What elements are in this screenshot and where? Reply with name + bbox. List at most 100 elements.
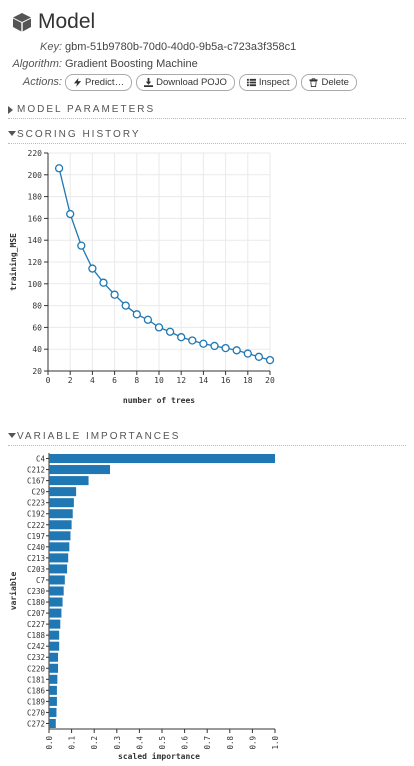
data-point — [222, 345, 229, 352]
inspect-label: Inspect — [259, 77, 290, 88]
category-label: C188 — [27, 631, 46, 640]
x-tick-label: 0.2 — [90, 736, 99, 750]
y-axis-label: variable — [8, 572, 18, 611]
data-point — [56, 165, 63, 172]
category-label: C223 — [27, 499, 45, 508]
data-point — [100, 279, 107, 286]
category-label: C167 — [27, 477, 45, 486]
data-point — [144, 316, 151, 323]
action-buttons: Predict… Download POJO Inspect Delete — [65, 74, 357, 91]
x-tick-label: 10 — [154, 376, 164, 385]
x-tick-label: 0.1 — [68, 736, 77, 750]
bar — [49, 708, 56, 717]
x-tick-label: 16 — [221, 376, 231, 385]
y-tick-label: 20 — [32, 367, 42, 376]
category-label: C272 — [27, 719, 45, 728]
bar — [49, 609, 61, 618]
x-tick-label: 14 — [199, 376, 209, 385]
page-title: Model — [12, 9, 95, 35]
category-label: C232 — [27, 653, 45, 662]
bar — [49, 586, 64, 595]
y-tick-label: 220 — [28, 149, 43, 158]
x-tick-label: 8 — [134, 376, 139, 385]
list-icon — [247, 78, 256, 87]
x-tick-label: 1.0 — [271, 736, 280, 750]
section-model-parameters-label: MODEL PARAMETERS — [17, 104, 155, 115]
caret-down-icon — [8, 433, 16, 439]
x-tick-label: 0.4 — [135, 736, 144, 750]
category-label: C220 — [27, 664, 46, 673]
download-icon — [144, 78, 153, 87]
category-label: C240 — [27, 543, 46, 552]
bar — [49, 553, 68, 562]
data-point — [111, 291, 118, 298]
x-tick-label: 0.9 — [248, 736, 257, 750]
category-label: C197 — [27, 532, 45, 541]
x-axis-label: scaled importance — [118, 751, 200, 761]
bar — [49, 697, 57, 706]
y-tick-label: 100 — [28, 280, 43, 289]
category-label: C270 — [27, 708, 46, 717]
key-value: gbm-51b9780b-70d0-40d0-9b5a-c723a3f358c1 — [65, 41, 296, 53]
caret-down-icon — [8, 131, 16, 137]
section-scoring-history[interactable]: SCORING HISTORY — [8, 129, 406, 144]
x-tick-label: 0.6 — [181, 736, 190, 750]
bar — [49, 454, 275, 463]
bar — [49, 642, 59, 651]
category-label: C222 — [27, 521, 45, 530]
data-point — [89, 265, 96, 272]
section-variable-importances-label: VARIABLE IMPORTANCES — [17, 431, 180, 442]
category-label: C189 — [27, 697, 45, 706]
bar — [49, 520, 72, 529]
bar — [49, 531, 70, 540]
category-label: C207 — [27, 609, 45, 618]
data-point — [244, 350, 251, 357]
download-pojo-button[interactable]: Download POJO — [136, 74, 235, 91]
section-model-parameters[interactable]: MODEL PARAMETERS — [8, 104, 406, 119]
x-tick-label: 4 — [90, 376, 95, 385]
bar — [49, 465, 110, 474]
variable-importances-chart: C4 C212 C167 C29 C223 C192 C222 C197 C240 C213 C20… — [0, 448, 414, 766]
data-point — [189, 337, 196, 344]
section-variable-importances[interactable]: VARIABLE IMPORTANCES — [8, 431, 406, 446]
y-axis-label: training_MSE — [8, 233, 18, 291]
data-point — [200, 340, 207, 347]
x-tick-label: 0.0 — [45, 736, 54, 750]
category-label: C180 — [27, 598, 46, 607]
y-tick-label: 120 — [28, 258, 43, 267]
category-label: C186 — [27, 686, 46, 695]
inspect-button[interactable]: Inspect — [239, 74, 298, 91]
bar — [49, 653, 58, 662]
predict-label: Predict… — [85, 77, 124, 88]
category-label: C242 — [27, 642, 45, 651]
data-point — [255, 353, 262, 360]
category-label: C213 — [27, 554, 45, 563]
x-tick-label: 2 — [68, 376, 73, 385]
bar — [49, 664, 58, 673]
category-label: C212 — [27, 466, 45, 475]
bar — [49, 542, 69, 551]
data-point — [133, 311, 140, 318]
data-point — [167, 328, 174, 335]
category-label: C230 — [27, 587, 46, 596]
bar — [49, 631, 59, 640]
delete-button[interactable]: Delete — [301, 74, 356, 91]
data-point — [267, 357, 274, 364]
bar — [49, 476, 89, 485]
y-tick-label: 80 — [32, 302, 42, 311]
trash-icon — [309, 78, 318, 87]
y-tick-label: 40 — [32, 345, 42, 354]
download-pojo-label: Download POJO — [156, 77, 227, 88]
bar — [49, 564, 67, 573]
bar — [49, 498, 74, 507]
x-tick-label: 6 — [112, 376, 117, 385]
bar — [49, 675, 57, 684]
predict-button[interactable]: Predict… — [65, 74, 132, 91]
x-tick-label: 0.7 — [203, 736, 212, 750]
section-scoring-history-label: SCORING HISTORY — [17, 129, 141, 140]
bar — [49, 686, 57, 695]
delete-label: Delete — [321, 77, 348, 88]
bar — [49, 620, 60, 629]
y-tick-label: 160 — [28, 214, 43, 223]
actions-label: Actions: — [23, 76, 62, 88]
